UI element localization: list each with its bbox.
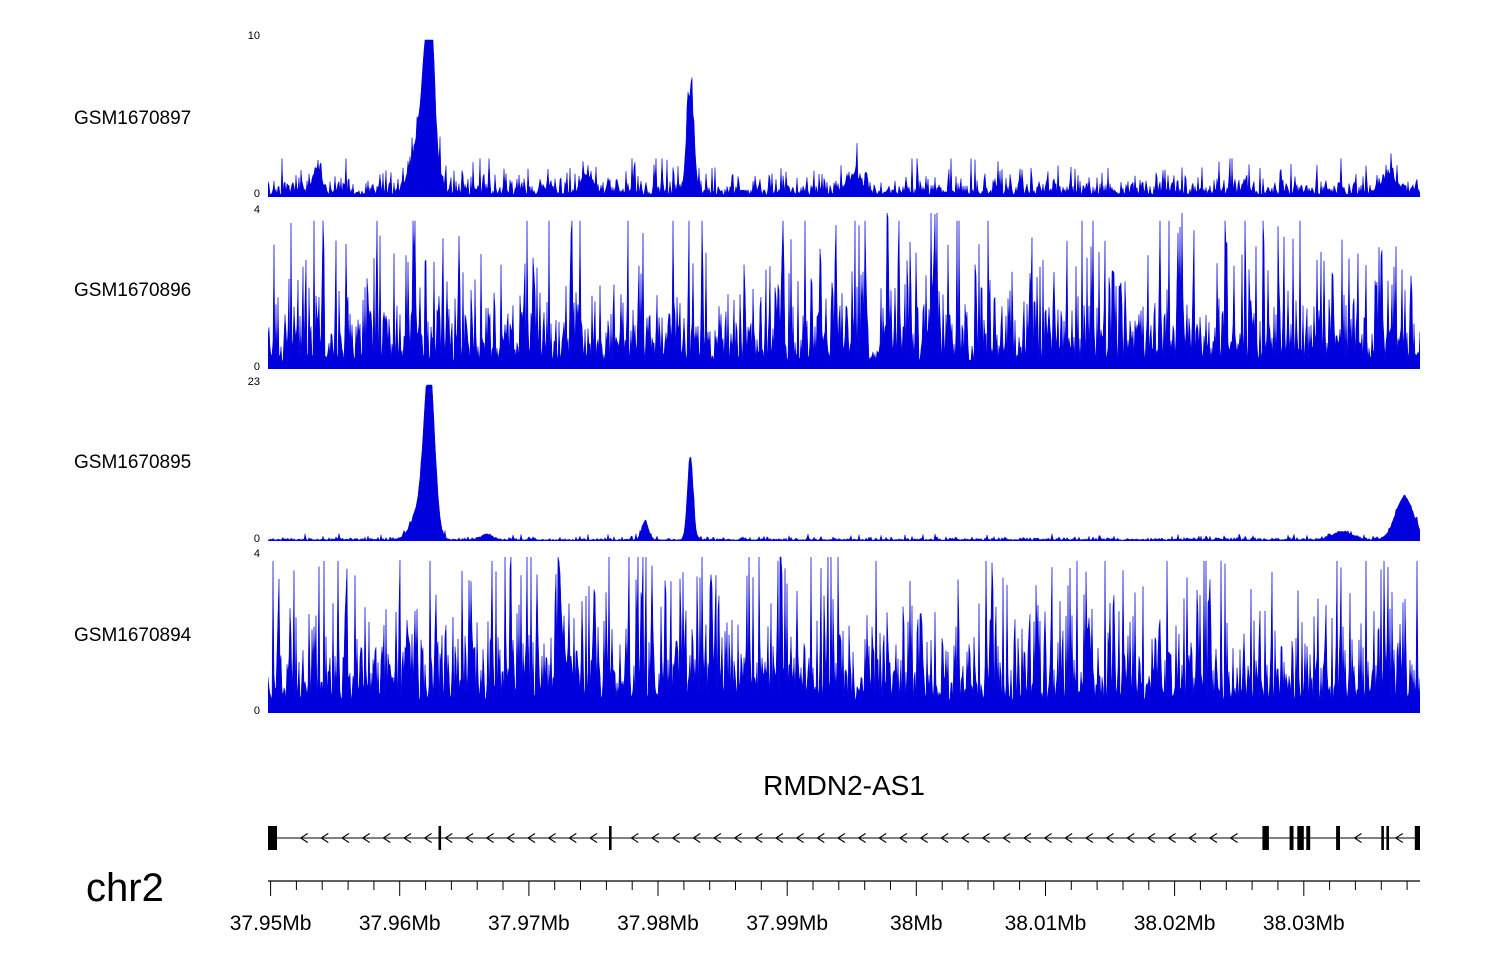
- track-name-label: GSM1670897: [74, 108, 192, 129]
- y-axis-zero-label: 0: [253, 361, 260, 373]
- axis-tick-label: 37.95Mb: [229, 912, 312, 935]
- axis-tick-label: 38.01Mb: [1004, 912, 1087, 935]
- axis-tick-label: 37.97Mb: [488, 912, 570, 935]
- axis-tick-label: 37.98Mb: [617, 912, 699, 935]
- y-axis-max-label: 10: [247, 30, 260, 42]
- axis-tick-label: 37.99Mb: [746, 912, 829, 935]
- track-name-label: GSM1670895: [74, 452, 192, 473]
- axis-tick-label: 38.02Mb: [1133, 912, 1216, 935]
- coverage-signal-gsm1670894: [268, 556, 1420, 713]
- y-axis-zero-label: 0: [253, 705, 260, 717]
- genome-axis-ruler: [268, 880, 1420, 896]
- y-axis-zero-label: 0: [253, 188, 260, 200]
- gene-model-track: [268, 826, 1420, 850]
- axis-tick-label: 37.96Mb: [358, 912, 441, 935]
- chromosome-label: chr2: [86, 866, 164, 910]
- y-axis-max-label: 4: [253, 548, 260, 560]
- coverage-signal-gsm1670897: [268, 39, 1420, 197]
- coverage-signal-gsm1670895: [268, 384, 1420, 541]
- axis-tick-label: 38.03Mb: [1262, 912, 1345, 935]
- track-name-label: GSM1670894: [74, 625, 192, 646]
- axis-tick-labels: 37.95Mb 37.96Mb 37.97Mb 37.98Mb 37.99Mb 38Mb 3…: [230, 912, 1420, 942]
- gene-title: RMDN2-AS1: [763, 770, 925, 801]
- track-name-label: GSM1670896: [74, 280, 192, 301]
- y-axis-max-label: 4: [253, 204, 260, 216]
- y-axis-max-label: 23: [247, 376, 260, 388]
- coverage-signal-gsm1670896: [268, 212, 1420, 369]
- y-axis-zero-label: 0: [253, 533, 260, 545]
- axis-tick-label: 38Mb: [890, 912, 943, 935]
